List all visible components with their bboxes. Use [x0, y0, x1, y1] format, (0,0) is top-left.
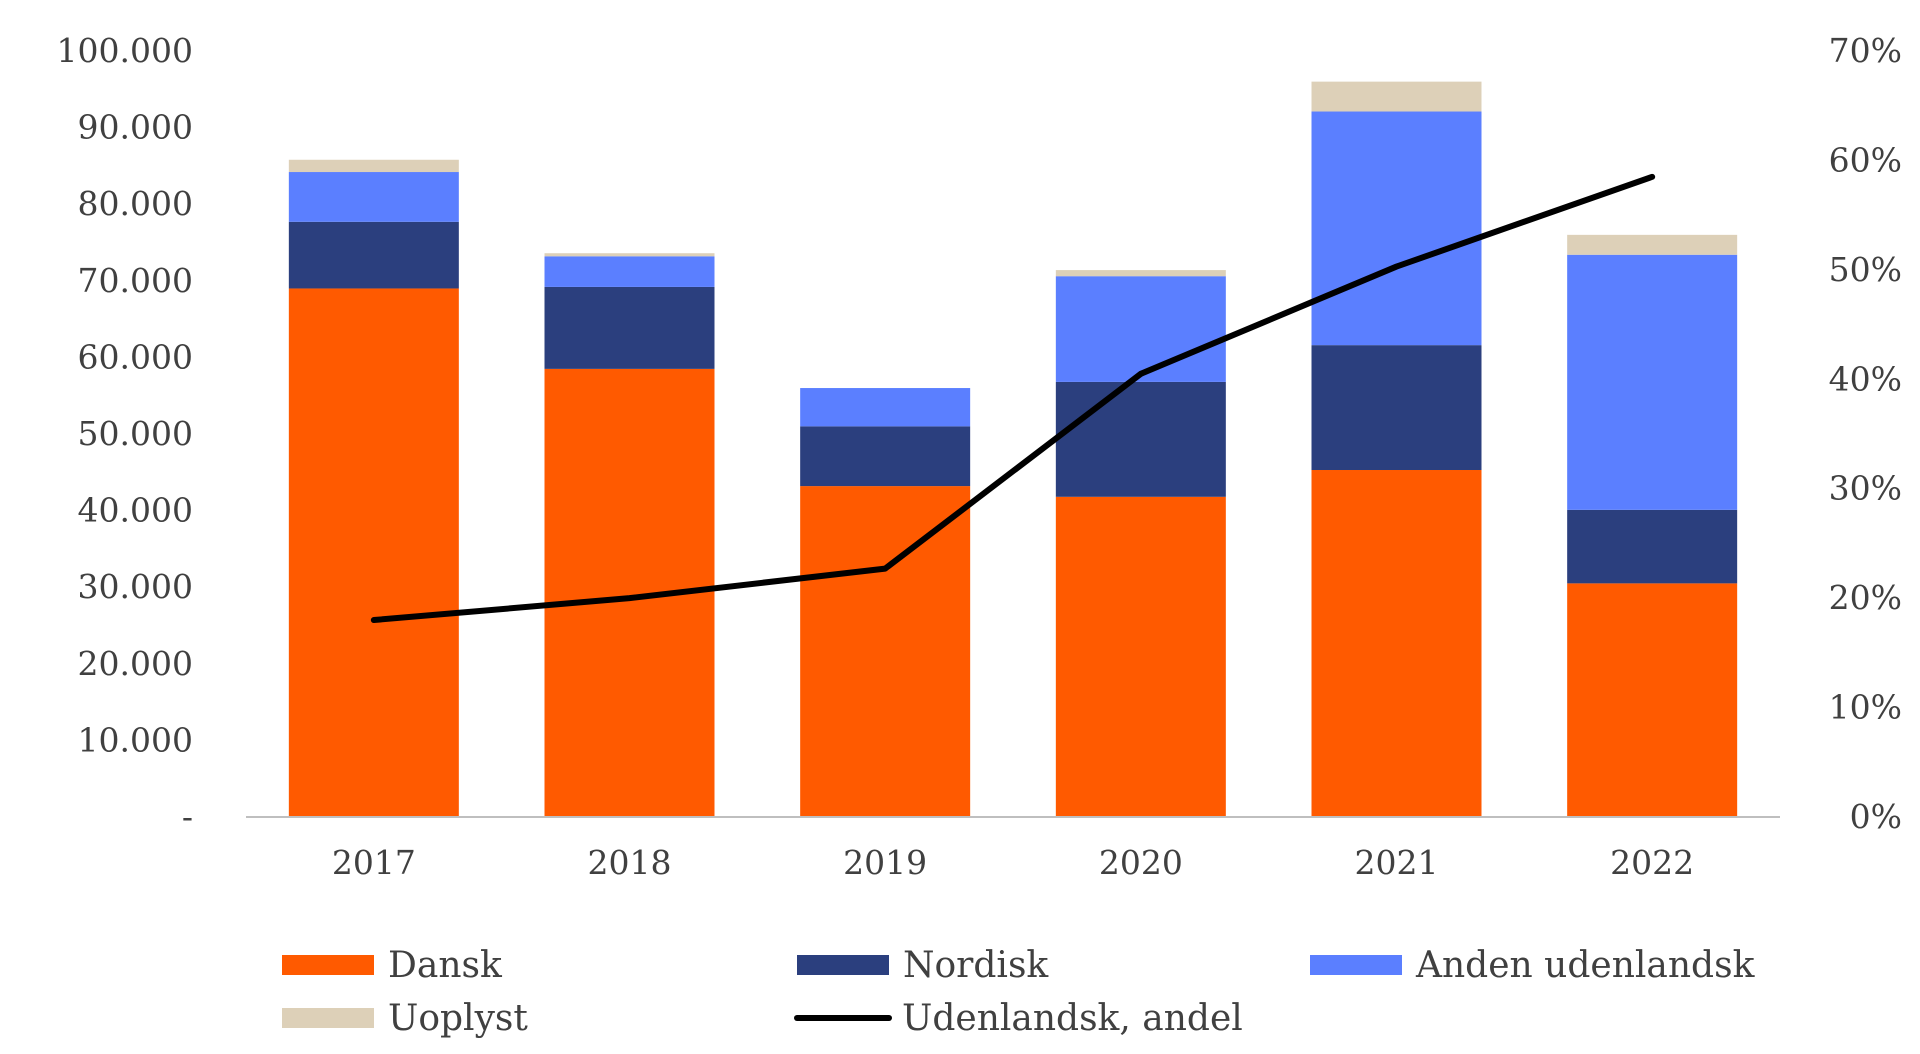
bar-dansk-2022 — [1567, 583, 1738, 817]
bar-anden-udenlandsk-2018 — [544, 256, 715, 287]
left-y-axis-ticks: - 10.000 20.000 30.000 40.000 50.000 60.000 70.… — [57, 31, 193, 836]
bar-nordisk-2017 — [288, 221, 459, 289]
x-axis-ticks: 2017 2018 2019 2020 2021 2022 — [332, 843, 1694, 882]
bar-anden-udenlandsk-2019 — [800, 388, 971, 427]
y-right-tick-label: 50% — [1829, 250, 1902, 289]
line-udenlandsk-andel — [370, 173, 1656, 624]
y-right-tick-label: 60% — [1829, 140, 1902, 179]
y-left-tick-label: 100.000 — [57, 31, 193, 70]
bar-anden-udenlandsk-2020 — [1055, 276, 1226, 382]
bar-uoplyst-2017 — [288, 159, 459, 173]
y-left-tick-label: 30.000 — [78, 567, 193, 606]
bar-uoplyst-2018 — [544, 253, 715, 257]
bar-anden-udenlandsk-2022 — [1567, 254, 1738, 510]
bar-uoplyst-2020 — [1055, 270, 1226, 277]
y-left-tick-label: 40.000 — [78, 491, 193, 530]
bar-dansk-2020 — [1055, 496, 1226, 817]
bar-nordisk-2018 — [544, 286, 715, 369]
y-left-tick-label: 90.000 — [78, 108, 193, 147]
bar-dansk-2017 — [288, 288, 459, 818]
line-layer — [370, 173, 1656, 624]
y-left-tick-label: 80.000 — [78, 184, 193, 223]
right-y-axis-ticks: 0% 10% 20% 30% 40% 50% 60% 70% — [1829, 31, 1902, 836]
y-right-tick-label: 0% — [1850, 797, 1902, 836]
bars-layer — [288, 81, 1738, 818]
bar-uoplyst-2022 — [1567, 234, 1738, 255]
x-tick-label-2019: 2019 — [843, 843, 927, 882]
x-tick-label-2022: 2022 — [1610, 843, 1694, 882]
bar-nordisk-2019 — [800, 426, 971, 487]
y-left-tick-label: 50.000 — [78, 414, 193, 453]
bar-nordisk-2020 — [1055, 381, 1226, 497]
x-tick-label-2017: 2017 — [332, 843, 416, 882]
y-right-tick-label: 70% — [1829, 31, 1902, 70]
bar-dansk-2019 — [800, 486, 971, 817]
y-right-tick-label: 20% — [1829, 578, 1902, 617]
y-left-tick-label: 60.000 — [78, 337, 193, 376]
bar-dansk-2021 — [1311, 470, 1482, 817]
bar-uoplyst-2021 — [1311, 81, 1482, 112]
x-tick-label-2021: 2021 — [1355, 843, 1439, 882]
bar-anden-udenlandsk-2017 — [288, 172, 459, 222]
bar-nordisk-2022 — [1567, 509, 1738, 584]
bar-anden-udenlandsk-2021 — [1311, 111, 1482, 346]
y-left-tick-label: 20.000 — [78, 644, 193, 683]
y-right-tick-label: 30% — [1829, 469, 1902, 508]
x-tick-label-2020: 2020 — [1099, 843, 1183, 882]
bar-nordisk-2021 — [1311, 345, 1482, 471]
y-right-tick-label: 40% — [1829, 359, 1902, 398]
y-left-tick-label: 70.000 — [78, 261, 193, 300]
y-left-tick-label: 10.000 — [78, 720, 193, 759]
y-right-tick-label: 10% — [1829, 688, 1902, 727]
y-left-tick-label: - — [182, 797, 193, 836]
x-tick-label-2018: 2018 — [588, 843, 672, 882]
